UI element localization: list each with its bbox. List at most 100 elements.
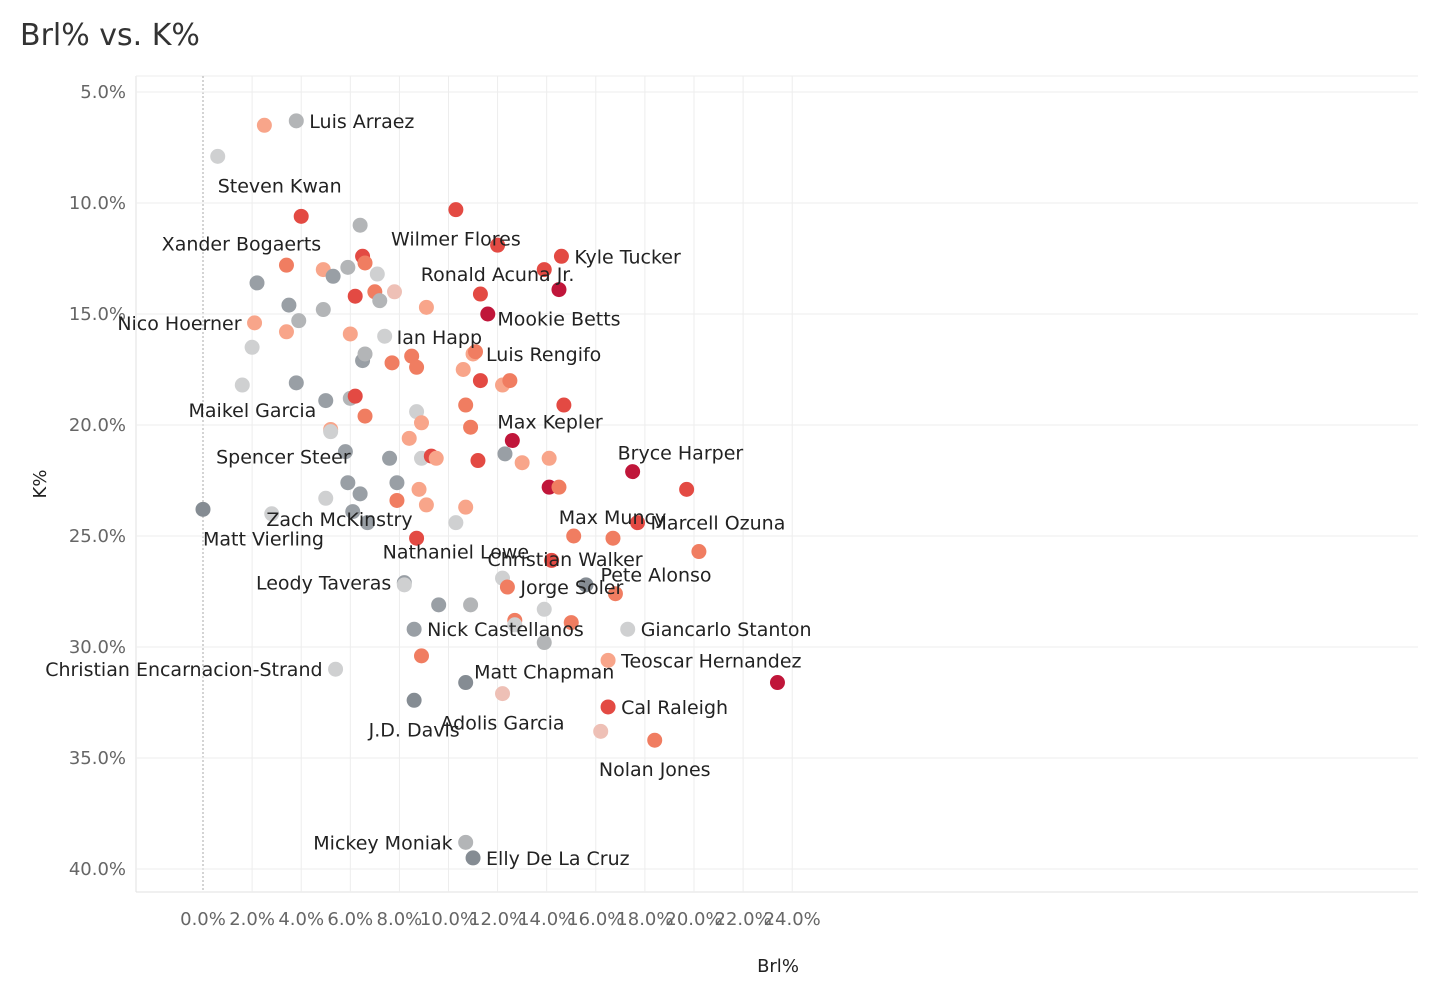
data-point — [647, 732, 663, 748]
point-label: Max Kepler — [497, 412, 603, 434]
x-tick-label: 16.0% — [567, 909, 624, 930]
y-tick-label: 30.0% — [69, 637, 126, 658]
data-point — [620, 621, 636, 637]
point-label: Steven Kwan — [218, 175, 342, 197]
data-point — [553, 248, 569, 264]
data-point — [278, 324, 294, 340]
data-point — [463, 597, 479, 613]
data-point — [625, 464, 641, 480]
data-point — [465, 850, 481, 866]
x-tick-label: 18.0% — [616, 909, 673, 930]
data-point — [352, 217, 368, 233]
y-tick-label: 40.0% — [69, 859, 126, 880]
data-point — [480, 306, 496, 322]
data-point — [256, 117, 272, 133]
data-point — [377, 328, 393, 344]
data-point — [396, 577, 412, 593]
y-tick-label: 20.0% — [69, 415, 126, 436]
data-point — [578, 577, 594, 593]
data-point — [428, 450, 444, 466]
data-point — [249, 275, 265, 291]
y-tick-label: 25.0% — [69, 526, 126, 547]
data-point — [472, 373, 488, 389]
data-point — [357, 408, 373, 424]
data-point — [340, 259, 356, 275]
point-label: Pete Alonso — [600, 565, 711, 587]
data-point — [401, 430, 417, 446]
data-point — [600, 652, 616, 668]
data-point — [315, 302, 331, 318]
data-point — [347, 388, 363, 404]
data-point — [544, 552, 560, 568]
point-label: Nick Castellanos — [427, 619, 584, 641]
y-tick-label: 5.0% — [80, 82, 126, 103]
data-point — [468, 344, 484, 360]
point-label: Luis Arraez — [309, 111, 414, 133]
data-point — [382, 450, 398, 466]
data-point — [556, 397, 572, 413]
data-point — [463, 419, 479, 435]
data-point — [244, 339, 260, 355]
data-point — [514, 455, 530, 471]
data-point — [418, 497, 434, 513]
point-label: Bryce Harper — [618, 443, 744, 465]
data-point — [345, 504, 361, 520]
point-label: Mookie Betts — [497, 309, 620, 331]
data-point — [458, 397, 474, 413]
data-point — [497, 446, 513, 462]
data-point — [406, 621, 422, 637]
data-point — [600, 699, 616, 715]
data-point — [502, 373, 518, 389]
data-point — [281, 297, 297, 313]
data-point — [458, 834, 474, 850]
data-point — [288, 375, 304, 391]
data-point — [499, 579, 515, 595]
data-point — [247, 315, 263, 331]
x-tick-label: 24.0% — [764, 909, 821, 930]
data-point — [409, 359, 425, 375]
x-tick-label: 20.0% — [665, 909, 722, 930]
data-point — [359, 515, 375, 531]
point-label: J.D. Davis — [368, 719, 460, 741]
point-label: Ian Happ — [397, 327, 482, 349]
data-point — [448, 515, 464, 531]
chart-title: Brl% vs. K% — [20, 18, 200, 53]
data-point — [551, 479, 567, 495]
data-point — [291, 313, 307, 329]
data-point — [234, 377, 250, 393]
data-point — [490, 237, 506, 253]
data-point — [340, 475, 356, 491]
x-tick-label: 2.0% — [229, 909, 275, 930]
data-point — [458, 675, 474, 691]
data-point — [605, 530, 621, 546]
point-label: Christian Walker — [488, 549, 643, 571]
data-point — [679, 481, 695, 497]
data-point — [551, 282, 567, 298]
point-label: Matt Vierling — [203, 528, 324, 550]
data-point — [337, 444, 353, 460]
point-label: Nolan Jones — [599, 759, 711, 781]
data-point — [607, 586, 623, 602]
y-tick-label: 35.0% — [69, 748, 126, 769]
data-point — [389, 475, 405, 491]
data-point — [342, 326, 358, 342]
data-point — [413, 648, 429, 664]
data-point — [325, 268, 341, 284]
y-axis-title: K% — [30, 470, 51, 499]
x-tick-label: 0.0% — [180, 909, 226, 930]
data-point — [413, 415, 429, 431]
data-point — [406, 692, 422, 708]
point-label: Ronald Acuna Jr. — [421, 264, 575, 286]
data-point — [536, 262, 552, 278]
point-label: Christian Encarnacion-Strand — [45, 659, 322, 681]
data-point — [318, 490, 334, 506]
data-point — [458, 499, 474, 515]
point-label: Maikel Garcia — [189, 400, 317, 422]
data-point — [418, 299, 434, 315]
data-point — [357, 346, 373, 362]
data-point — [566, 528, 582, 544]
point-label: Spencer Steer — [216, 446, 351, 468]
data-point — [431, 597, 447, 613]
data-point — [389, 492, 405, 508]
